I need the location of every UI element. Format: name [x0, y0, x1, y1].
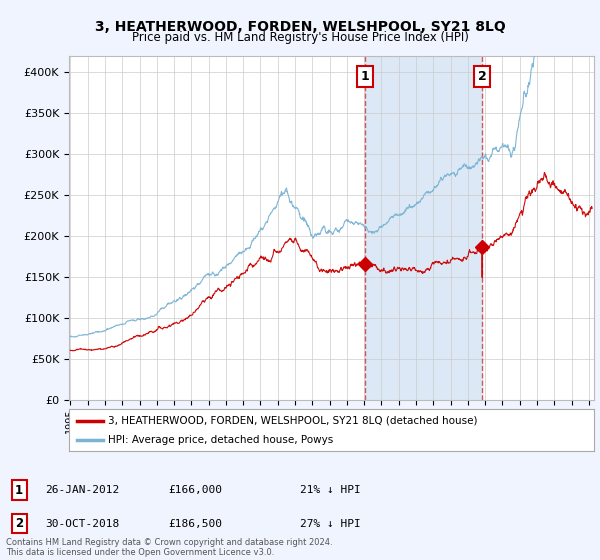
- Text: 1: 1: [15, 483, 23, 497]
- Text: 26-JAN-2012: 26-JAN-2012: [45, 485, 119, 495]
- Text: 27% ↓ HPI: 27% ↓ HPI: [300, 519, 361, 529]
- Bar: [365, 56, 482, 400]
- Text: 30-OCT-2018: 30-OCT-2018: [45, 519, 119, 529]
- Text: Price paid vs. HM Land Registry's House Price Index (HPI): Price paid vs. HM Land Registry's House …: [131, 31, 469, 44]
- Text: HPI: Average price, detached house, Powys: HPI: Average price, detached house, Powy…: [109, 435, 334, 445]
- Text: £186,500: £186,500: [168, 519, 222, 529]
- Text: 2: 2: [478, 70, 487, 83]
- Text: Contains HM Land Registry data © Crown copyright and database right 2024.
This d: Contains HM Land Registry data © Crown c…: [6, 538, 332, 557]
- Text: 3, HEATHERWOOD, FORDEN, WELSHPOOL, SY21 8LQ (detached house): 3, HEATHERWOOD, FORDEN, WELSHPOOL, SY21 …: [109, 416, 478, 426]
- Text: 1: 1: [361, 70, 370, 83]
- Text: 3, HEATHERWOOD, FORDEN, WELSHPOOL, SY21 8LQ: 3, HEATHERWOOD, FORDEN, WELSHPOOL, SY21 …: [95, 20, 505, 34]
- Text: 2: 2: [15, 517, 23, 530]
- Text: £166,000: £166,000: [168, 485, 222, 495]
- Text: 21% ↓ HPI: 21% ↓ HPI: [300, 485, 361, 495]
